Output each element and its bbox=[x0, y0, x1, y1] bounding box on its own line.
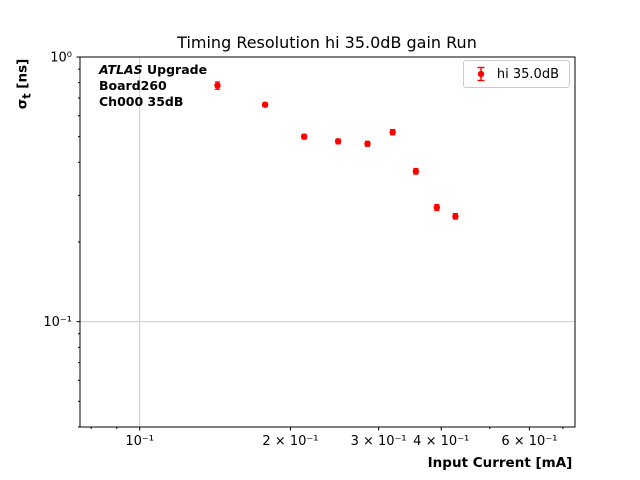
annotation-line-3: Ch000 35dB bbox=[99, 94, 184, 109]
annotation-line-1: ATLAS Upgrade bbox=[99, 62, 207, 78]
data-point bbox=[214, 82, 221, 89]
atlas-label: ATLAS bbox=[99, 62, 143, 77]
data-point bbox=[300, 133, 308, 140]
annotation-line-2: Board260 bbox=[99, 78, 167, 93]
x-tick-label: 4 × 10⁻¹ bbox=[413, 434, 469, 449]
x-axis-label: Input Current [mA] bbox=[427, 455, 573, 471]
x-tick-label: 2 × 10⁻¹ bbox=[262, 434, 318, 449]
data-point bbox=[433, 204, 441, 211]
y-tick-label: 10⁻¹ bbox=[43, 315, 72, 330]
data-point bbox=[389, 128, 396, 136]
plot-annotation: ATLAS Upgrade Board260 Ch000 35dB bbox=[99, 62, 207, 110]
y-axis-label: σt [ns] bbox=[14, 58, 34, 110]
legend-errorbar-marker-icon bbox=[477, 66, 485, 82]
axes-frame bbox=[79, 56, 576, 428]
data-point bbox=[452, 213, 459, 220]
data-point bbox=[412, 168, 420, 175]
data-point bbox=[334, 138, 342, 145]
upgrade-label: Upgrade bbox=[142, 62, 208, 77]
legend-label: hi 35.0dB bbox=[496, 66, 559, 82]
data-point bbox=[364, 140, 371, 147]
data-point bbox=[261, 101, 269, 108]
x-tick-label: 3 × 10⁻¹ bbox=[351, 434, 407, 449]
x-tick-label: 10⁻¹ bbox=[125, 434, 154, 449]
chart-title: Timing Resolution hi 35.0dB gain Run bbox=[177, 33, 477, 52]
legend: hi 35.0dB bbox=[462, 60, 570, 88]
x-tick-label: 6 × 10⁻¹ bbox=[501, 434, 557, 449]
y-tick-label: 10⁰ bbox=[50, 51, 72, 66]
